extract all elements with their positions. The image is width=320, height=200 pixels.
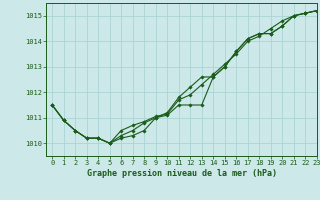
- X-axis label: Graphe pression niveau de la mer (hPa): Graphe pression niveau de la mer (hPa): [87, 169, 276, 178]
